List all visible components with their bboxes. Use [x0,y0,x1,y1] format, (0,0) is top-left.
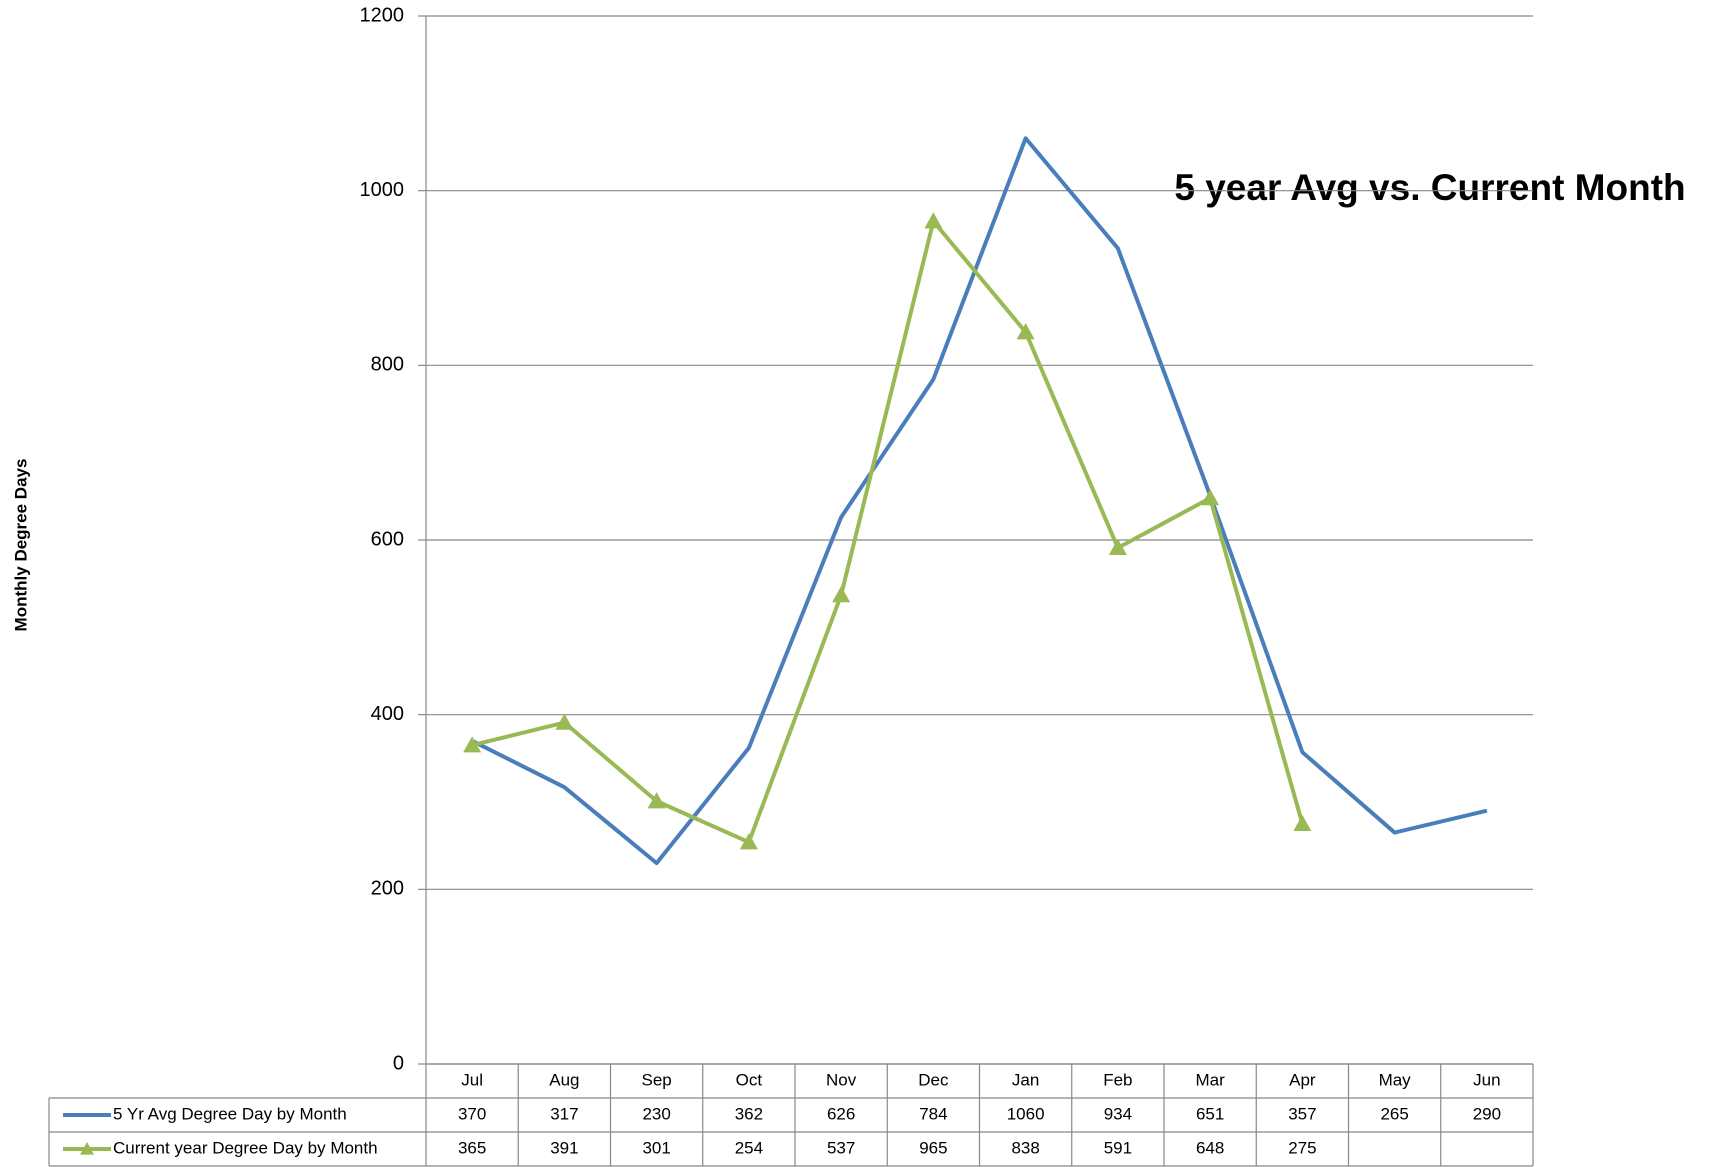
table-value: 317 [550,1104,578,1123]
table-value: 965 [919,1138,947,1157]
point-marker [1201,489,1220,506]
series-line [471,219,1305,845]
table-value: 265 [1380,1104,1408,1123]
x-tick-label: Mar [1195,1070,1225,1089]
point-marker [647,792,666,809]
table-value: 301 [642,1138,670,1157]
y-tick-label: 1000 [360,179,405,201]
y-tick-label: 800 [371,354,404,376]
legend-label: Current year Degree Day by Month [113,1138,378,1157]
x-tick-label: Sep [642,1070,672,1089]
table-value: 626 [827,1104,855,1123]
point-marker [463,736,482,753]
x-tick-label: May [1379,1070,1412,1089]
table-value: 290 [1473,1104,1501,1123]
y-axis-label: Monthly Degree Days [11,459,30,632]
x-tick-label: Jul [461,1070,483,1089]
table-value: 357 [1288,1104,1316,1123]
table-value: 784 [919,1104,947,1123]
table-value: 391 [550,1138,578,1157]
point-marker [555,713,574,730]
x-tick-label: Jun [1473,1070,1500,1089]
x-tick-label: Nov [826,1070,857,1089]
table-value: 934 [1104,1104,1132,1123]
x-tick-label: Feb [1103,1070,1132,1089]
point-marker [832,586,851,603]
table-value: 1060 [1007,1104,1045,1123]
x-tick-label: Oct [736,1070,763,1089]
table-value: 370 [458,1104,486,1123]
x-tick-label: Aug [549,1070,579,1089]
table-value: 362 [735,1104,763,1123]
x-tick-label: Apr [1289,1070,1316,1089]
table-value: 365 [458,1138,486,1157]
point-marker [1016,323,1035,340]
y-tick-label: 0 [393,1052,404,1074]
chart-title: 5 year Avg vs. Current Month [1174,167,1685,208]
point-marker [924,212,943,229]
x-tick-label: Jan [1012,1070,1039,1089]
table-value: 275 [1288,1138,1316,1157]
series-line [471,136,1488,866]
legend-label: 5 Yr Avg Degree Day by Month [113,1104,347,1123]
table-value: 591 [1104,1138,1132,1157]
table-value: 651 [1196,1104,1224,1123]
table-value: 537 [827,1138,855,1157]
legend-key-marker [80,1142,94,1155]
point-marker [1293,814,1312,832]
point-marker [1108,538,1127,556]
table-value: 838 [1011,1138,1039,1157]
table-value: 648 [1196,1138,1224,1157]
y-tick-label: 1200 [360,4,405,26]
table-value: 230 [642,1104,670,1123]
table-value: 254 [735,1138,763,1157]
y-tick-label: 600 [371,528,404,550]
point-marker [739,833,758,850]
y-tick-label: 400 [371,703,404,725]
y-tick-label: 200 [371,878,404,900]
x-tick-label: Dec [918,1070,949,1089]
